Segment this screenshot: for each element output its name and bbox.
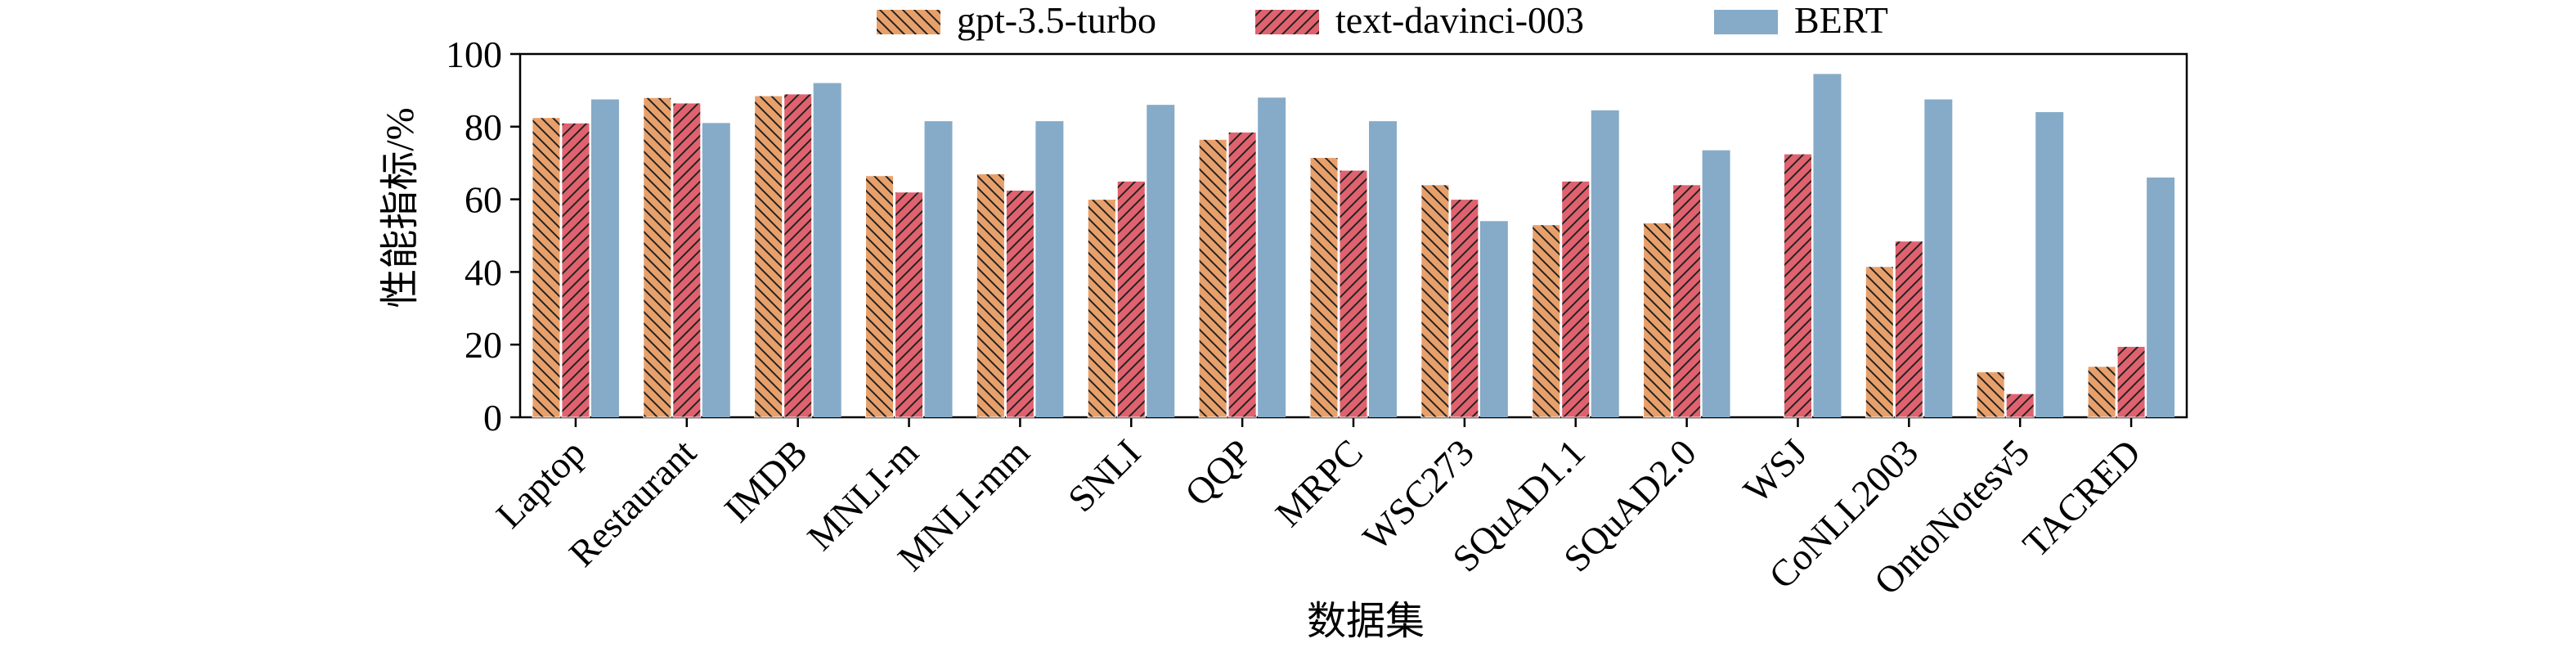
legend-label: text-davinci-003	[1335, 0, 1584, 41]
bar-text-davinci-003-squad2.0	[1672, 184, 1702, 418]
bar-bert-snli	[1147, 105, 1175, 417]
bar-gpt-3-5-turbo-mnli-mm	[976, 173, 1005, 418]
legend: gpt-3.5-turbo text-davinci-003 BERT	[877, 0, 1888, 41]
legend-label: BERT	[1794, 0, 1888, 41]
bar-bert-ontonotesv5	[2035, 112, 2064, 418]
x-tick-label: IMDB	[716, 431, 815, 530]
bar-gpt-3-5-turbo-wsc273	[1420, 184, 1450, 418]
legend-label: gpt-3.5-turbo	[957, 0, 1156, 41]
bar-bert-conll2003	[1924, 99, 1953, 417]
bar-gpt-3-5-turbo-laptop	[532, 117, 561, 418]
legend-item: BERT	[1714, 0, 1888, 41]
y-tick-label: 80	[464, 106, 502, 148]
bar-gpt-3-5-turbo-mnli-m	[865, 175, 895, 418]
y-tick-label: 40	[464, 251, 502, 293]
bar-text-davinci-003-laptop	[561, 122, 590, 418]
legend-item: text-davinci-003	[1255, 0, 1584, 41]
bar-text-davinci-003-squad1.1	[1561, 180, 1591, 418]
bar-gpt-3-5-turbo-conll2003	[1865, 266, 1894, 418]
legend-swatch	[1714, 10, 1778, 34]
x-tick-label: QQP	[1177, 431, 1259, 514]
bar-bert-wsj	[1813, 74, 1842, 418]
bar-text-davinci-003-mnli-mm	[1005, 190, 1034, 418]
bar-text-davinci-003-qqp	[1227, 131, 1257, 418]
bar-gpt-3-5-turbo-qqp	[1198, 138, 1227, 418]
bar-bert-mrpc	[1369, 121, 1397, 417]
bar-gpt-3-5-turbo-squad1.1	[1532, 224, 1561, 418]
bar-gpt-3-5-turbo-imdb	[754, 95, 783, 418]
bar-bert-qqp	[1258, 97, 1286, 417]
x-tick-label: WSJ	[1735, 431, 1815, 511]
bar-bert-imdb	[813, 83, 841, 418]
bar-bert-tacred	[2147, 177, 2175, 417]
bar-bert-mnli-m	[924, 121, 953, 417]
x-tick-label: Laptop	[488, 431, 593, 536]
bars	[532, 74, 2175, 418]
bar-text-davinci-003-wsj	[1783, 153, 1812, 418]
bar-text-davinci-003-imdb	[783, 93, 813, 418]
y-tick-label: 100	[446, 34, 502, 75]
bar-text-davinci-003-wsc273	[1450, 199, 1479, 418]
bar-gpt-3-5-turbo-snli	[1087, 199, 1116, 418]
bar-bert-restaurant	[702, 123, 730, 418]
bar-gpt-3-5-turbo-restaurant	[643, 97, 672, 418]
legend-swatch	[1255, 10, 1319, 34]
bar-gpt-3-5-turbo-ontonotesv5	[1976, 371, 2005, 418]
bar-text-davinci-003-mrpc	[1339, 169, 1368, 418]
bar-text-davinci-003-conll2003	[1894, 241, 1923, 418]
bar-bert-mnli-mm	[1035, 121, 1064, 417]
bar-text-davinci-003-restaurant	[672, 102, 702, 418]
legend-item: gpt-3.5-turbo	[877, 0, 1156, 41]
bar-bert-laptop	[590, 99, 619, 417]
bar-gpt-3-5-turbo-tacred	[2087, 366, 2116, 418]
y-tick-label: 20	[464, 324, 502, 366]
bar-gpt-3-5-turbo-mrpc	[1309, 157, 1339, 418]
bar-gpt-3-5-turbo-squad2.0	[1643, 222, 1672, 418]
bar-text-davinci-003-snli	[1116, 180, 1146, 418]
y-tick-label: 60	[464, 179, 502, 221]
bar-text-davinci-003-mnli-m	[895, 191, 924, 418]
bar-bert-squad1.1	[1591, 110, 1619, 417]
legend-swatch	[877, 10, 940, 34]
bar-text-davinci-003-ontonotesv5	[2005, 393, 2035, 418]
x-axis-title: 数据集	[1307, 600, 1425, 643]
x-tick-label: SNLI	[1060, 431, 1148, 520]
bar-text-davinci-003-tacred	[2116, 345, 2146, 418]
y-axis-title: 性能指标/%	[379, 107, 422, 308]
x-tick-label: TACRED	[2015, 431, 2149, 565]
y-tick-label: 0	[483, 397, 502, 439]
bar-bert-squad2.0	[1702, 150, 1730, 417]
x-tick-label: MRPC	[1268, 431, 1371, 534]
bar-bert-wsc273	[1479, 221, 1508, 417]
